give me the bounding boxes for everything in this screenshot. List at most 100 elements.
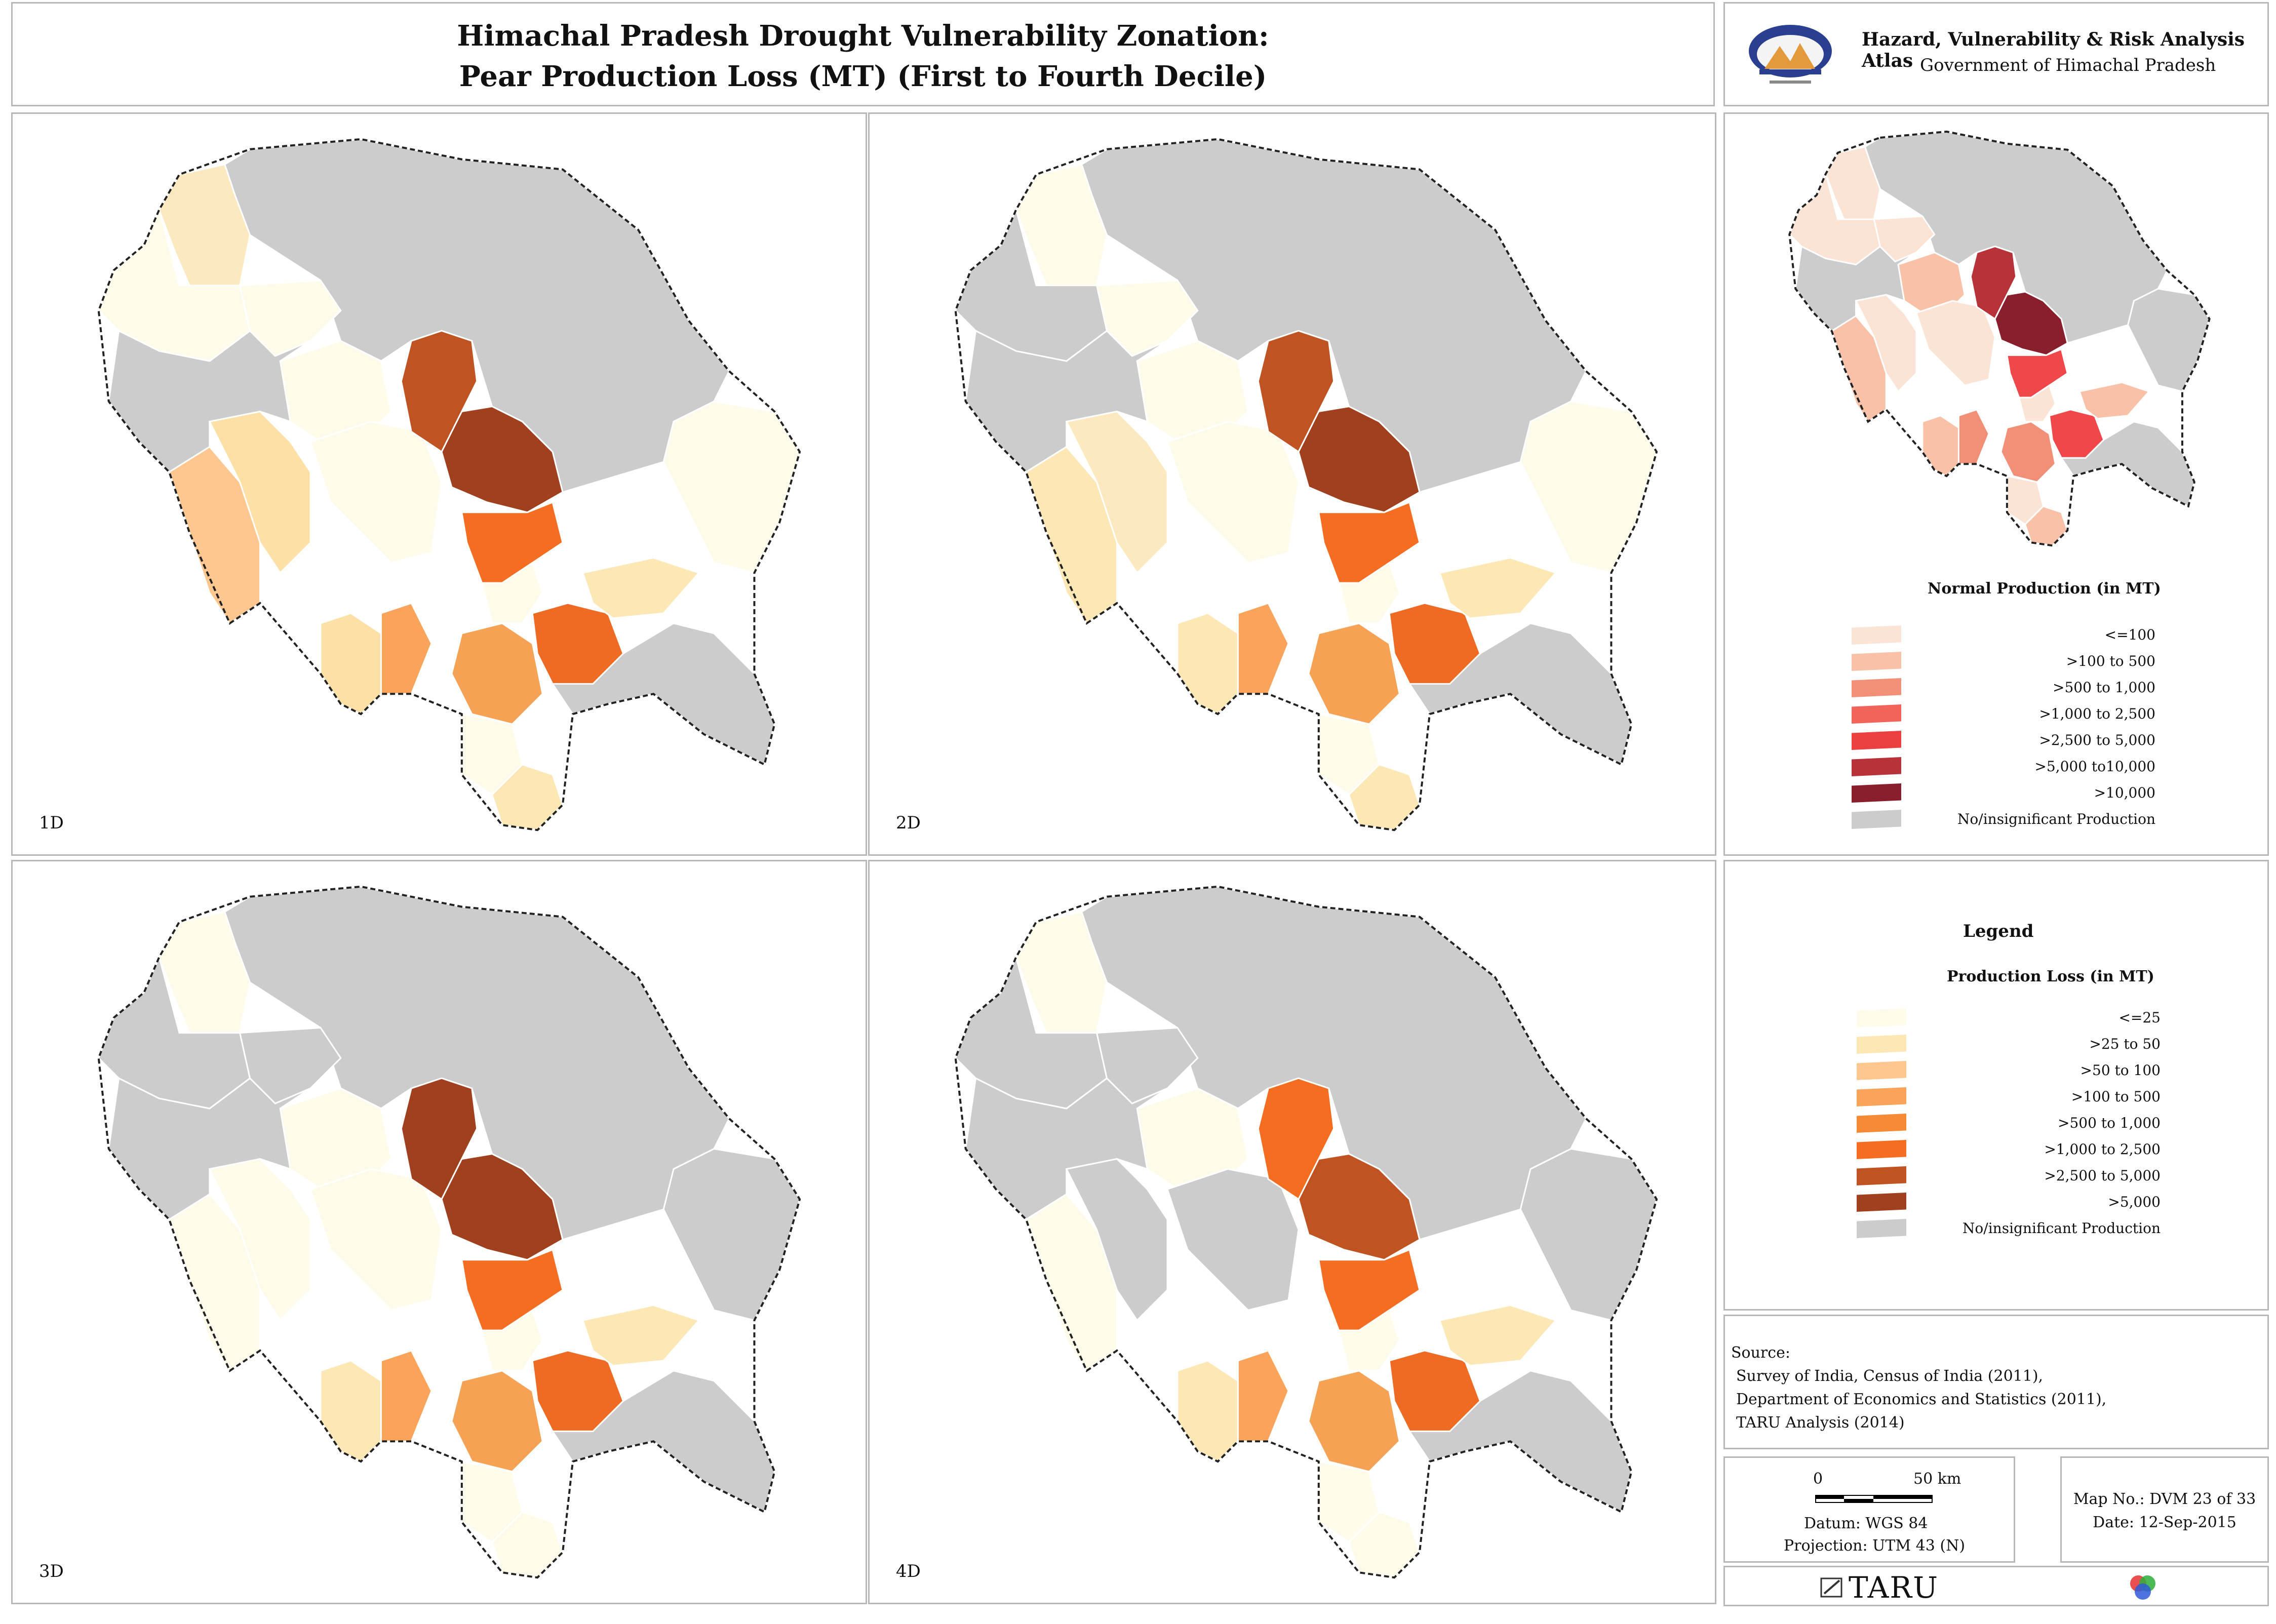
normal-legend-label: >5,000 to10,000 [2034, 758, 2155, 775]
loss-legend-row: >25 to 50 [1857, 1035, 2161, 1055]
loss-legend-label: >1,000 to 2,500 [2044, 1141, 2161, 1158]
district-e1 [1519, 401, 1658, 574]
map-panel-2d: 2D [868, 112, 1716, 856]
loss-legend-swatch [1857, 1114, 1906, 1133]
loss-legend-row: >1,000 to 2,500 [1857, 1140, 2161, 1160]
decile-label-4d: 4D [896, 1561, 921, 1581]
district-s2 [380, 1350, 433, 1442]
taru-logo-icon [1820, 1577, 1842, 1598]
source-line-2: Department of Economics and Statistics (… [1736, 1391, 2107, 1408]
atlas-panel: Hazard, Vulnerability & Risk Analysis At… [1723, 2, 2269, 106]
normal-legend-swatch [1852, 652, 1901, 671]
district-e1 [662, 1148, 801, 1321]
district-s3 [1308, 622, 1400, 725]
loss-legend-swatch [1857, 1035, 1906, 1054]
loss-legend-label: >2,500 to 5,000 [2044, 1167, 2161, 1184]
legend-panel: Legend Production Loss (in MT) <=25 >25 t… [1723, 860, 2269, 1311]
inset-legend-title: Normal Production (in MT) [1928, 580, 2161, 598]
normal-legend-row: >1,000 to 2,500 [1852, 704, 2155, 725]
loss-legend-label: >5,000 [2108, 1194, 2161, 1210]
district-s1 [320, 612, 382, 715]
map-panel-4d: 4D [868, 860, 1716, 1604]
normal-legend-label: >500 to 1,000 [2053, 679, 2155, 696]
district-c2 [1166, 421, 1300, 564]
normal-legend-swatch [1852, 810, 1901, 829]
rgb-circles-icon [2130, 1575, 2155, 1600]
map-2d [954, 138, 1658, 831]
district-s3 [451, 1370, 543, 1473]
district-s5 [2078, 381, 2150, 420]
normal-legend-row: >5,000 to10,000 [1852, 757, 2155, 777]
district-s3 [2000, 421, 2056, 483]
district-s1 [320, 1360, 382, 1462]
source-text: Source: Survey of India, Census of India… [1731, 1341, 2106, 1435]
scale-panel: 0 50 km Datum: WGS 84 Projection: UTM 43… [1723, 1456, 2015, 1563]
district-s3 [1308, 1370, 1400, 1473]
title-panel: Himachal Pradesh Drought Vulnerability Z… [11, 2, 1715, 106]
loss-legend-label: >50 to 100 [2080, 1062, 2161, 1079]
source-line-3: TARU Analysis (2014) [1736, 1414, 1905, 1432]
loss-legend-swatch [1857, 1087, 1906, 1106]
scale-start: 0 [1813, 1470, 1823, 1488]
district-s2 [380, 602, 433, 695]
loss-legend-label: <=25 [2118, 1009, 2161, 1026]
loss-legend-label: >25 to 50 [2089, 1036, 2161, 1052]
loss-legend-label: >100 to 500 [2071, 1088, 2161, 1105]
district-e1 [1519, 1148, 1658, 1321]
normal-legend-swatch [1852, 678, 1901, 697]
loss-legend-swatch [1857, 1140, 1906, 1159]
taru-brand: TARU [1849, 1570, 1939, 1605]
title-line-2: Pear Production Loss (MT) (First to Four… [459, 60, 1267, 93]
normal-legend-label: No/insignificant Production [1957, 811, 2155, 827]
district-s2 [1237, 602, 1289, 695]
normal-legend-label: <=100 [2104, 626, 2155, 643]
district-s5 [582, 557, 700, 619]
loss-legend-row: >500 to 1,000 [1857, 1114, 2161, 1134]
normal-legend-swatch [1852, 625, 1901, 645]
inset-panel: Normal Production (in MT) <=100 >100 to 5… [1723, 112, 2269, 856]
district-s2 [1957, 409, 1990, 465]
decile-label-2d: 2D [896, 813, 921, 833]
projection-text: Projection: UTM 43 (N) [1784, 1537, 1966, 1555]
district-s1 [1176, 1360, 1239, 1462]
district-c2 [1166, 1168, 1300, 1311]
district-c2 [1915, 300, 1996, 386]
map-panel-1d: 1D [11, 112, 867, 856]
district-s5 [1439, 557, 1557, 619]
map-info-panel: Map No.: DVM 23 of 33 Date: 12-Sep-2015 [2060, 1456, 2269, 1563]
loss-legend-swatch [1857, 1166, 1906, 1185]
scale-end: 50 km [1913, 1470, 1961, 1488]
normal-legend-swatch [1852, 757, 1901, 776]
map-3d [97, 885, 801, 1579]
map-4d [954, 885, 1658, 1579]
loss-legend-row: <=25 [1857, 1008, 2161, 1028]
district-s2 [1237, 1350, 1289, 1442]
district-s1 [1176, 612, 1239, 715]
district-k3 [1318, 1249, 1421, 1331]
loss-legend-swatch [1857, 1219, 1906, 1238]
normal-legend-label: >2,500 to 5,000 [2039, 732, 2155, 748]
loss-legend-row: No/insignificant Production [1857, 1219, 2161, 1239]
scale-bar [1815, 1495, 1933, 1503]
normal-legend-label: >100 to 500 [2066, 653, 2155, 669]
loss-legend-row: >50 to 100 [1857, 1061, 2161, 1081]
district-k3 [2006, 348, 2068, 399]
title-line-1: Himachal Pradesh Drought Vulnerability Z… [457, 19, 1269, 53]
inset-legend: <=100 >100 to 500 >500 to 1,000 >1,000 to 2… [1852, 625, 2155, 830]
district-e1 [2127, 288, 2211, 392]
datum-text: Datum: WGS 84 [1804, 1515, 1928, 1532]
map-panel-3d: 3D [11, 860, 867, 1604]
source-panel: Source: Survey of India, Census of India… [1723, 1315, 2269, 1449]
page-title: Himachal Pradesh Drought Vulnerability Z… [13, 4, 1713, 97]
loss-legend-label: No/insignificant Production [1962, 1220, 2161, 1237]
loss-legend-row: >5,000 [1857, 1193, 2161, 1213]
loss-legend-row: >100 to 500 [1857, 1087, 2161, 1107]
normal-legend-row: >500 to 1,000 [1852, 678, 2155, 698]
loss-legend-swatch [1857, 1061, 1906, 1080]
source-line-1: Survey of India, Census of India (2011), [1736, 1367, 2044, 1385]
district-s5 [582, 1304, 700, 1367]
govt-emblem-logo [1749, 25, 1832, 84]
normal-legend-row: >2,500 to 5,000 [1852, 731, 2155, 751]
normal-legend-row: No/insignificant Production [1852, 810, 2155, 830]
district-k3 [461, 501, 564, 584]
